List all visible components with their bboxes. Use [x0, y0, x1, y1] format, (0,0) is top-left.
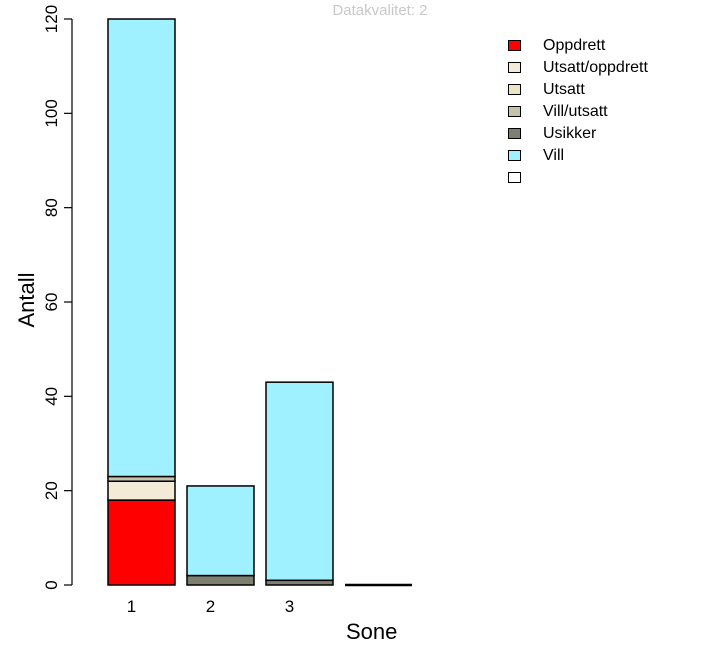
legend-swatch — [508, 84, 521, 95]
x-axis-label: Sone — [346, 619, 398, 644]
bar-segment — [107, 480, 176, 501]
legend-label: Usikker — [543, 125, 597, 142]
legend-swatch — [508, 150, 521, 161]
x-axis: 1 2 3 — [127, 597, 294, 616]
bar-segment — [186, 485, 255, 577]
bar-segment — [265, 381, 334, 582]
x-tick-label: 2 — [206, 597, 215, 616]
y-tick-label: 40 — [42, 387, 61, 406]
bar-segment — [107, 18, 176, 478]
legend-label: Utsatt — [543, 81, 585, 98]
y-tick-label: 60 — [42, 293, 61, 312]
bars — [107, 18, 412, 587]
legend-label: Utsatt/oppdrett — [543, 59, 648, 76]
legend-swatch — [508, 62, 521, 73]
y-tick-label: 100 — [42, 99, 61, 127]
legend-swatch — [508, 128, 521, 139]
legend-label: Vill — [543, 147, 565, 164]
y-axis-label: Antall — [14, 272, 39, 328]
legend-label: Oppdrett — [543, 37, 606, 54]
x-tick-label: 3 — [285, 597, 294, 616]
y-tick-label: 120 — [42, 5, 61, 33]
y-tick-label: 20 — [42, 481, 61, 500]
legend-swatch — [508, 40, 521, 51]
legend-label: Vill/utsatt — [543, 103, 608, 120]
legend-swatch — [508, 172, 521, 183]
bar-segment — [107, 499, 176, 586]
y-axis: 0 20 40 60 80 100 120 — [42, 5, 73, 590]
x-tick-label: 1 — [127, 597, 136, 616]
legend-swatch — [508, 106, 521, 117]
y-tick-label: 0 — [42, 580, 61, 589]
y-tick-label: 80 — [42, 198, 61, 217]
chart-subtitle: Datakvalitet: 2 — [332, 2, 428, 19]
bar-segment — [186, 574, 255, 586]
